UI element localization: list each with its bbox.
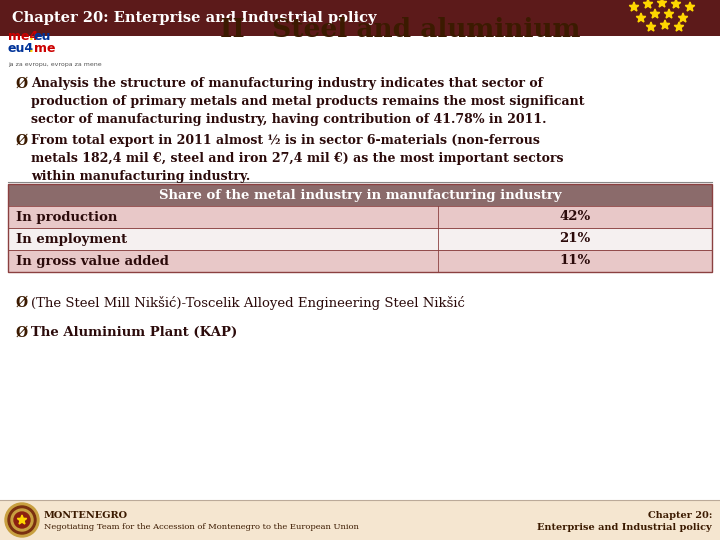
FancyBboxPatch shape: [8, 228, 712, 250]
Text: 11%: 11%: [559, 254, 590, 267]
Polygon shape: [636, 13, 646, 22]
FancyBboxPatch shape: [0, 0, 720, 36]
Text: Enterprise and Industrial policy: Enterprise and Industrial policy: [537, 523, 712, 531]
Text: ja za evropu, evropa za mene: ja za evropu, evropa za mene: [8, 62, 102, 67]
FancyBboxPatch shape: [8, 250, 712, 272]
Polygon shape: [665, 9, 674, 18]
Circle shape: [5, 503, 39, 537]
Text: Chapter 20:: Chapter 20:: [647, 510, 712, 519]
Text: Ø: Ø: [15, 134, 27, 148]
Polygon shape: [678, 13, 688, 22]
Polygon shape: [647, 22, 656, 31]
Polygon shape: [17, 515, 27, 524]
Text: II   Steel and aluminium: II Steel and aluminium: [220, 17, 580, 42]
Text: In production: In production: [16, 211, 117, 224]
Text: .: .: [29, 30, 34, 43]
Polygon shape: [657, 0, 667, 7]
Text: Negotiating Team for the Accession of Montenegro to the European Union: Negotiating Team for the Accession of Mo…: [44, 523, 359, 531]
Circle shape: [8, 506, 36, 534]
Text: Ø: Ø: [15, 77, 27, 91]
Text: 21%: 21%: [559, 233, 590, 246]
Text: Ø: Ø: [15, 296, 27, 310]
Polygon shape: [629, 2, 639, 11]
Circle shape: [14, 512, 30, 528]
Text: eu: eu: [34, 30, 51, 43]
Text: me4: me4: [8, 30, 38, 43]
Text: From total export in 2011 almost ½ is in sector 6-materials (non-ferrous
metals : From total export in 2011 almost ½ is in…: [31, 134, 564, 183]
Text: (The Steel Mill Nikšić)-Toscelik Alloyed Engineering Steel Nikšić: (The Steel Mill Nikšić)-Toscelik Alloyed…: [31, 296, 465, 310]
Text: eu4: eu4: [8, 42, 34, 55]
Polygon shape: [650, 9, 660, 18]
Text: The Aluminium Plant (KAP): The Aluminium Plant (KAP): [31, 326, 238, 339]
Polygon shape: [660, 20, 670, 29]
Polygon shape: [685, 2, 695, 11]
Polygon shape: [671, 0, 680, 8]
Text: Analysis the structure of manufacturing industry indicates that sector of
produc: Analysis the structure of manufacturing …: [31, 77, 585, 126]
Polygon shape: [643, 0, 653, 8]
FancyBboxPatch shape: [8, 184, 712, 206]
Text: In employment: In employment: [16, 233, 127, 246]
Text: 42%: 42%: [559, 211, 590, 224]
FancyBboxPatch shape: [8, 206, 712, 228]
Circle shape: [11, 509, 33, 531]
FancyBboxPatch shape: [0, 500, 720, 540]
Text: me: me: [34, 42, 55, 55]
Text: In gross value added: In gross value added: [16, 254, 169, 267]
Text: Ø: Ø: [15, 326, 27, 340]
Text: Chapter 20: Enterprise and Industrial policy: Chapter 20: Enterprise and Industrial po…: [12, 11, 377, 25]
Text: Share of the metal industry in manufacturing industry: Share of the metal industry in manufactu…: [158, 188, 562, 201]
Polygon shape: [674, 22, 684, 31]
Text: MONTENEGRO: MONTENEGRO: [44, 510, 128, 519]
Text: .: .: [29, 42, 34, 55]
